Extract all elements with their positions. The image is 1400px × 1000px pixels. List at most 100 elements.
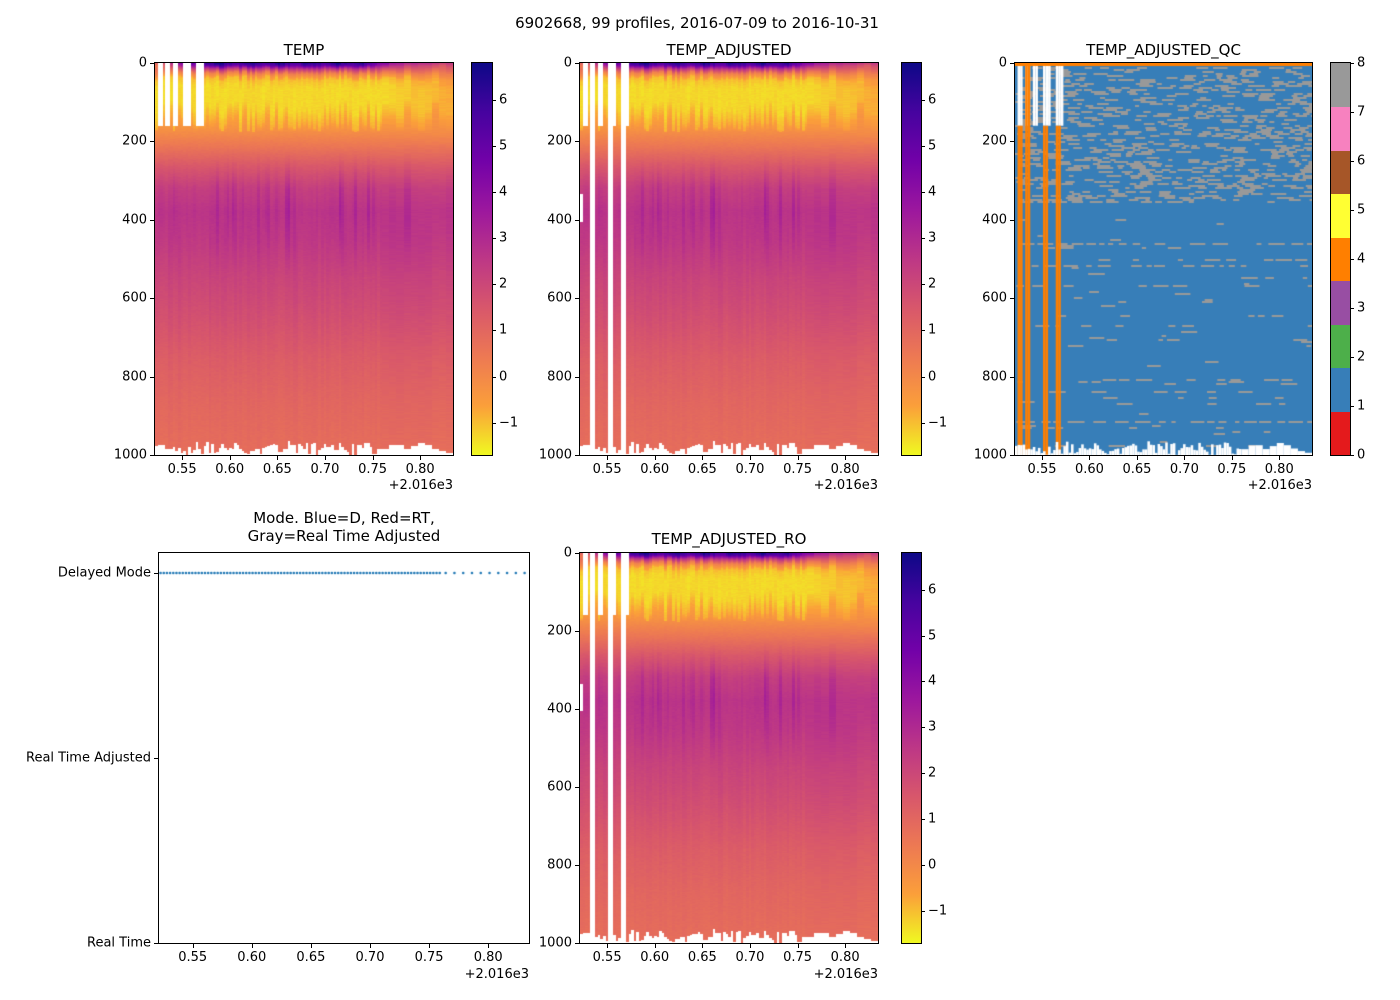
- temp-colorbar-tick: [921, 330, 925, 332]
- temp-colorbar-tick: [921, 422, 925, 424]
- qc-colorbar-tick-label: 2: [1357, 349, 1366, 365]
- temp-adjusted-ro-xtick: [797, 944, 799, 948]
- temp-adjusted-qc-xtick: [1231, 456, 1233, 460]
- temp-xtick-label: 0.65: [262, 462, 292, 477]
- temp-adjusted-ytick-label: 600: [547, 290, 572, 306]
- temp-colorbar-tick: [492, 99, 496, 101]
- temp-adjusted-qc-ytick: [1010, 298, 1014, 300]
- mode-title: Mode. Blue=D, Red=RT, Gray=Real Time Adj…: [159, 509, 529, 545]
- temp-adjusted-ro-ytick: [575, 943, 579, 944]
- temp-adjusted-ro-title: TEMP_ADJUSTED_RO: [651, 530, 807, 548]
- temp-ytick: [150, 376, 154, 378]
- temp-adjusted-ro-ytick-label: 400: [547, 701, 572, 717]
- qc-colorbar-tick: [1350, 161, 1354, 162]
- temp-adjusted-xaxis-offset: +2.016e3: [813, 478, 878, 493]
- temp-adjusted-xtick: [702, 456, 704, 460]
- temp-xtick-label: 0.55: [167, 462, 197, 477]
- temp-colorbar-tick-label: 1: [499, 322, 508, 338]
- temp-adjusted-ytick-label: 0: [563, 55, 572, 71]
- temp-adjusted-qc-ytick-label: 800: [982, 369, 1007, 385]
- temp-colorbar-tick-label: 0: [928, 857, 937, 873]
- qc-colorbar-tick: [1350, 406, 1354, 407]
- temp-adjusted-ytick-label: 800: [547, 369, 572, 385]
- temp-adjusted-ytick: [575, 63, 579, 64]
- temp-ytick-label: 1000: [113, 447, 147, 463]
- qc-colorbar-segment-3: [1331, 280, 1350, 325]
- temp-adjusted-ro-ytick: [575, 787, 579, 788]
- temp-colorbar-tick-label: 6: [499, 92, 508, 108]
- temp-colorbar-tick-label: −1: [928, 903, 948, 919]
- temp-colorbar-tick: [921, 865, 925, 866]
- temp-xtick: [372, 456, 374, 460]
- temp-colorbar-tick-label: 2: [928, 276, 937, 292]
- temp-ytick-label: 0: [138, 55, 147, 71]
- temp-ytick: [150, 298, 154, 300]
- temp-adjusted-heatmap: [580, 63, 878, 455]
- qc-colorbar-tick: [1350, 259, 1354, 260]
- temp-adjusted-qc-ytick-label: 200: [982, 133, 1007, 149]
- qc-colorbar-tick: [1350, 455, 1354, 456]
- temp-xtick: [324, 456, 326, 460]
- temp-adjusted-ro-xtick: [749, 944, 751, 948]
- temp-adjusted-ytick-label: 400: [547, 212, 572, 228]
- mode-axes: [158, 552, 530, 944]
- temp-adjusted-xtick-label: 0.75: [783, 462, 813, 477]
- temp-adjusted-ro-xtick-label: 0.70: [735, 950, 765, 965]
- qc-colorbar: [1330, 62, 1351, 456]
- temp-adjusted-qc-xtick: [1279, 456, 1281, 460]
- temp-adjusted-ro-xaxis-offset: +2.016e3: [813, 967, 878, 982]
- temp-colorbar-tick-label: 4: [499, 184, 508, 200]
- temp-adjusted-xtick-label: 0.80: [830, 462, 860, 477]
- temp-axes: [154, 62, 454, 456]
- temp-adjusted-ro-xtick-label: 0.75: [783, 950, 813, 965]
- temp-colorbar-tick-label: 0: [499, 369, 508, 385]
- temp-adjusted-qc-title: TEMP_ADJUSTED_QC: [1086, 41, 1241, 59]
- temp-adjusted-qc-xtick: [1089, 456, 1091, 460]
- temp-ytick: [150, 219, 154, 221]
- temp-ytick: [150, 63, 154, 64]
- temp-colorbar-tick-label: 1: [928, 322, 937, 338]
- temp-heatmap: [155, 63, 453, 455]
- temp-colorbar-tick-label: 6: [928, 582, 937, 598]
- qc-colorbar-tick: [1350, 112, 1354, 113]
- temp-colorbar-tick-label: 2: [928, 765, 937, 781]
- temp-colorbar-tick-label: 3: [928, 230, 937, 246]
- mode-xtick: [251, 944, 253, 948]
- mode-xtick-label: 0.70: [355, 950, 385, 965]
- mode-xtick-label: 0.55: [178, 950, 208, 965]
- temp-adjusted-ytick: [575, 141, 579, 143]
- temp-adjusted-colorbar: [901, 62, 922, 456]
- mode-xtick: [310, 944, 312, 948]
- temp-colorbar: [471, 62, 493, 456]
- temp-adjusted-ro-xtick-label: 0.55: [592, 950, 622, 965]
- temp-adjusted-ro-ytick: [575, 709, 579, 710]
- temp-adjusted-ytick: [575, 219, 579, 221]
- temp-colorbar-tick-label: 4: [928, 673, 937, 689]
- temp-colorbar-tick-label: 5: [928, 138, 937, 154]
- qc-colorbar-tick: [1350, 63, 1354, 64]
- temp-adjusted-qc-ytick-label: 1000: [973, 447, 1007, 463]
- temp-adjusted-qc-xtick: [1136, 456, 1138, 460]
- temp-colorbar-tick: [921, 146, 925, 147]
- temp-colorbar-tick: [921, 376, 925, 378]
- temp-adjusted-qc-xtick: [1184, 456, 1186, 460]
- qc-colorbar-segment-6: [1331, 150, 1350, 195]
- qc-colorbar-tick-label: 6: [1357, 153, 1366, 169]
- temp-adjusted-ro-ytick-label: 200: [547, 623, 572, 639]
- mode-title-line2: Gray=Real Time Adjusted: [247, 527, 441, 545]
- qc-colorbar-tick: [1350, 357, 1354, 358]
- qc-colorbar-segment-2: [1331, 324, 1350, 369]
- temp-colorbar-tick: [921, 635, 925, 637]
- temp-adjusted-qc-ytick-label: 600: [982, 290, 1007, 306]
- temp-colorbar-tick: [921, 238, 925, 240]
- temp-ytick-label: 400: [122, 212, 147, 228]
- temp-xtick: [182, 456, 184, 460]
- temp-colorbar-tick: [921, 192, 925, 194]
- temp-colorbar-tick: [492, 284, 496, 286]
- temp-adjusted-xtick-label: 0.70: [735, 462, 765, 477]
- temp-adjusted-xtick: [607, 456, 609, 460]
- temp-xtick-label: 0.70: [310, 462, 340, 477]
- temp-adjusted-ro-ytick: [575, 865, 579, 866]
- qc-colorbar-segment-4: [1331, 237, 1350, 282]
- temp-adjusted-xtick-label: 0.60: [640, 462, 670, 477]
